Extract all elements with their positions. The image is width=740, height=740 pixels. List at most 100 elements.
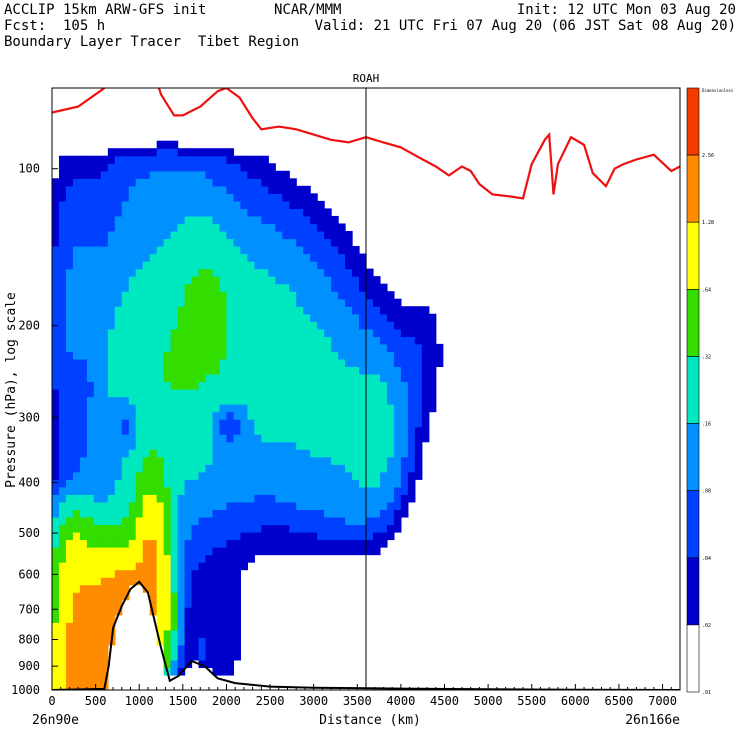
tracer-cell bbox=[142, 426, 151, 435]
tracer-cell bbox=[100, 531, 109, 541]
tracer-cell bbox=[254, 268, 262, 277]
colorbar-swatch bbox=[686, 154, 700, 223]
tracer-cell bbox=[100, 163, 109, 172]
tracer-cell bbox=[386, 291, 395, 300]
tracer-cell bbox=[65, 547, 74, 556]
tracer-cell bbox=[296, 208, 304, 217]
tracer-cell bbox=[121, 261, 130, 270]
tracer-cell bbox=[226, 321, 235, 330]
tracer-cell bbox=[282, 471, 290, 480]
tracer-cell bbox=[149, 298, 158, 307]
tracer-cell bbox=[72, 261, 81, 270]
tracer-cell bbox=[79, 479, 88, 488]
tracer-cell bbox=[79, 577, 88, 586]
tracer-cell bbox=[86, 283, 95, 292]
tracer-cell bbox=[205, 358, 214, 368]
tracer-cell bbox=[428, 358, 437, 368]
tracer-cell bbox=[310, 246, 318, 255]
tracer-cell bbox=[282, 449, 290, 458]
tracer-cell bbox=[135, 200, 144, 209]
tracer-cell bbox=[121, 464, 130, 473]
tracer-cell bbox=[310, 434, 318, 443]
tracer-cell bbox=[100, 524, 109, 533]
tracer-cell bbox=[317, 223, 325, 232]
tracer-cell bbox=[58, 366, 67, 375]
tracer-cell bbox=[268, 193, 276, 202]
tracer-cell bbox=[170, 622, 179, 631]
tracer-cell bbox=[372, 358, 381, 368]
tracer-cell bbox=[261, 178, 269, 187]
tracer-cell bbox=[156, 336, 165, 345]
tracer-cell bbox=[331, 426, 339, 435]
tracer-cell bbox=[135, 569, 144, 578]
tracer-cell bbox=[170, 667, 179, 676]
tracer-cell bbox=[58, 381, 67, 390]
tracer-cell bbox=[421, 426, 430, 435]
tracer-cell bbox=[219, 554, 228, 563]
tracer-cell bbox=[379, 389, 388, 398]
tracer-cell bbox=[289, 215, 297, 225]
tracer-cell bbox=[338, 501, 346, 510]
tracer-cell bbox=[72, 614, 81, 623]
tracer-cell bbox=[52, 577, 60, 586]
tracer-cell bbox=[170, 298, 179, 307]
tracer-cell bbox=[100, 208, 109, 217]
tracer-cell bbox=[86, 298, 95, 307]
tracer-cell bbox=[163, 599, 172, 608]
tracer-cell bbox=[372, 479, 381, 488]
tracer-cell bbox=[121, 531, 130, 541]
tracer-cell bbox=[303, 208, 311, 217]
tracer-cell bbox=[226, 404, 235, 413]
tracer-cell bbox=[338, 298, 346, 307]
tracer-cell bbox=[205, 419, 214, 428]
tracer-cell bbox=[407, 426, 416, 435]
tracer-cell bbox=[233, 321, 241, 330]
tracer-cell bbox=[240, 479, 248, 488]
tracer-cell bbox=[233, 449, 241, 458]
tracer-cell bbox=[240, 494, 248, 503]
tracer-cell bbox=[107, 531, 116, 541]
tracer-cell bbox=[79, 569, 88, 578]
tracer-cell bbox=[359, 389, 367, 398]
tracer-cell bbox=[121, 230, 130, 240]
tracer-cell bbox=[303, 494, 311, 503]
tracer-cell bbox=[393, 313, 402, 322]
tracer-cell bbox=[86, 577, 95, 586]
tracer-cell bbox=[233, 215, 241, 225]
tracer-cell bbox=[191, 246, 200, 255]
tracer-cell bbox=[86, 501, 95, 510]
tracer-cell bbox=[170, 471, 179, 480]
tracer-cell bbox=[345, 328, 353, 337]
tracer-cell bbox=[79, 471, 88, 480]
tracer-cell bbox=[149, 351, 158, 360]
tracer-cell bbox=[149, 246, 158, 255]
tracer-cell bbox=[240, 404, 248, 413]
tracer-cell bbox=[435, 343, 444, 352]
tracer-cell bbox=[212, 185, 221, 194]
tracer-cell bbox=[184, 215, 193, 225]
tracer-cell bbox=[58, 486, 67, 495]
tracer-cell bbox=[100, 464, 109, 473]
tracer-cell bbox=[212, 246, 221, 255]
tracer-cell bbox=[317, 449, 325, 458]
tracer-cell bbox=[121, 592, 130, 601]
tracer-cell bbox=[226, 230, 235, 240]
colorbar-level-label: .01 bbox=[702, 690, 711, 696]
tracer-cell bbox=[240, 230, 248, 240]
tracer-cell bbox=[114, 599, 123, 608]
tracer-cell bbox=[135, 539, 144, 548]
tracer-cell bbox=[205, 170, 214, 179]
tracer-cell bbox=[303, 268, 311, 277]
tracer-cell bbox=[407, 396, 416, 405]
tracer-cell bbox=[191, 494, 200, 503]
tracer-cell bbox=[198, 584, 207, 593]
tracer-cell bbox=[58, 396, 67, 405]
tracer-cell bbox=[324, 298, 332, 307]
tracer-cell bbox=[254, 276, 262, 285]
tracer-cell bbox=[247, 358, 255, 368]
tracer-cell bbox=[289, 283, 297, 292]
tracer-cell bbox=[289, 373, 297, 383]
tracer-cell bbox=[372, 336, 381, 345]
tracer-cell bbox=[93, 682, 102, 690]
tracer-cell bbox=[303, 200, 311, 209]
